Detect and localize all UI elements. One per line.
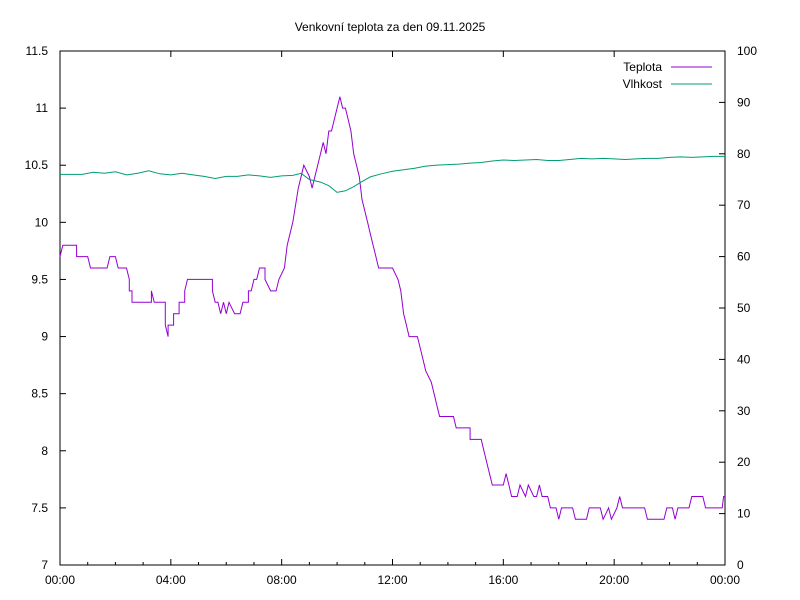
- series-line-vlhkost: [60, 155, 725, 193]
- y2-tick-label: 40: [737, 352, 751, 366]
- chart-title: Venkovní teplota za den 09.11.2025: [295, 20, 486, 34]
- y-tick-label: 11.5: [26, 44, 49, 58]
- y-tick-label: 7.5: [31, 501, 48, 515]
- y2-tick-label: 60: [737, 250, 751, 264]
- y-axis-right: 0 10 20 30 40 50 60 70 80 90 100: [719, 44, 757, 572]
- x-tick-label: 20:00: [599, 573, 629, 587]
- legend-label-vlhkost: Vlhkost: [623, 77, 663, 91]
- y-tick-label: 9.5: [31, 272, 48, 286]
- x-tick-label: 08:00: [267, 573, 297, 587]
- y-tick-label: 11: [36, 101, 49, 115]
- series-layer: [59, 96, 725, 521]
- y-tick-label: 9: [41, 330, 48, 344]
- legend-label-teplota: Teplota: [623, 60, 662, 74]
- plot-frame: [59, 50, 726, 566]
- y-tick-label: 10: [35, 215, 49, 229]
- x-tick-label: 16:00: [488, 573, 518, 587]
- series-line-teplota: [59, 96, 725, 521]
- y-tick-label: 10.5: [25, 158, 49, 172]
- y2-tick-label: 30: [737, 404, 751, 418]
- x-axis: 00:00 04:00 08:00 12:00 16:00 20:00 00:00: [45, 51, 740, 587]
- x-tick-label: 12:00: [377, 573, 407, 587]
- x-tick-label: 04:00: [156, 573, 186, 587]
- y-tick-label: 8: [41, 444, 48, 458]
- y-axis-left: 7 7.5 8 8.5 9 9.5 10 10.5 11 11.5: [25, 44, 66, 572]
- y2-tick-label: 80: [737, 147, 751, 161]
- y2-tick-label: 90: [737, 95, 751, 109]
- y-tick-label: 8.5: [31, 387, 48, 401]
- y2-tick-label: 100: [737, 44, 757, 58]
- legend: Teplota Vlhkost: [623, 60, 712, 91]
- y2-tick-label: 20: [737, 455, 751, 469]
- x-tick-label: 00:00: [710, 573, 740, 587]
- y2-tick-label: 50: [737, 301, 751, 315]
- y2-tick-label: 10: [737, 507, 751, 521]
- y-tick-label: 7: [41, 558, 48, 572]
- x-tick-label: 00:00: [45, 573, 75, 587]
- y2-tick-label: 70: [737, 198, 751, 212]
- y2-tick-label: 0: [737, 558, 744, 572]
